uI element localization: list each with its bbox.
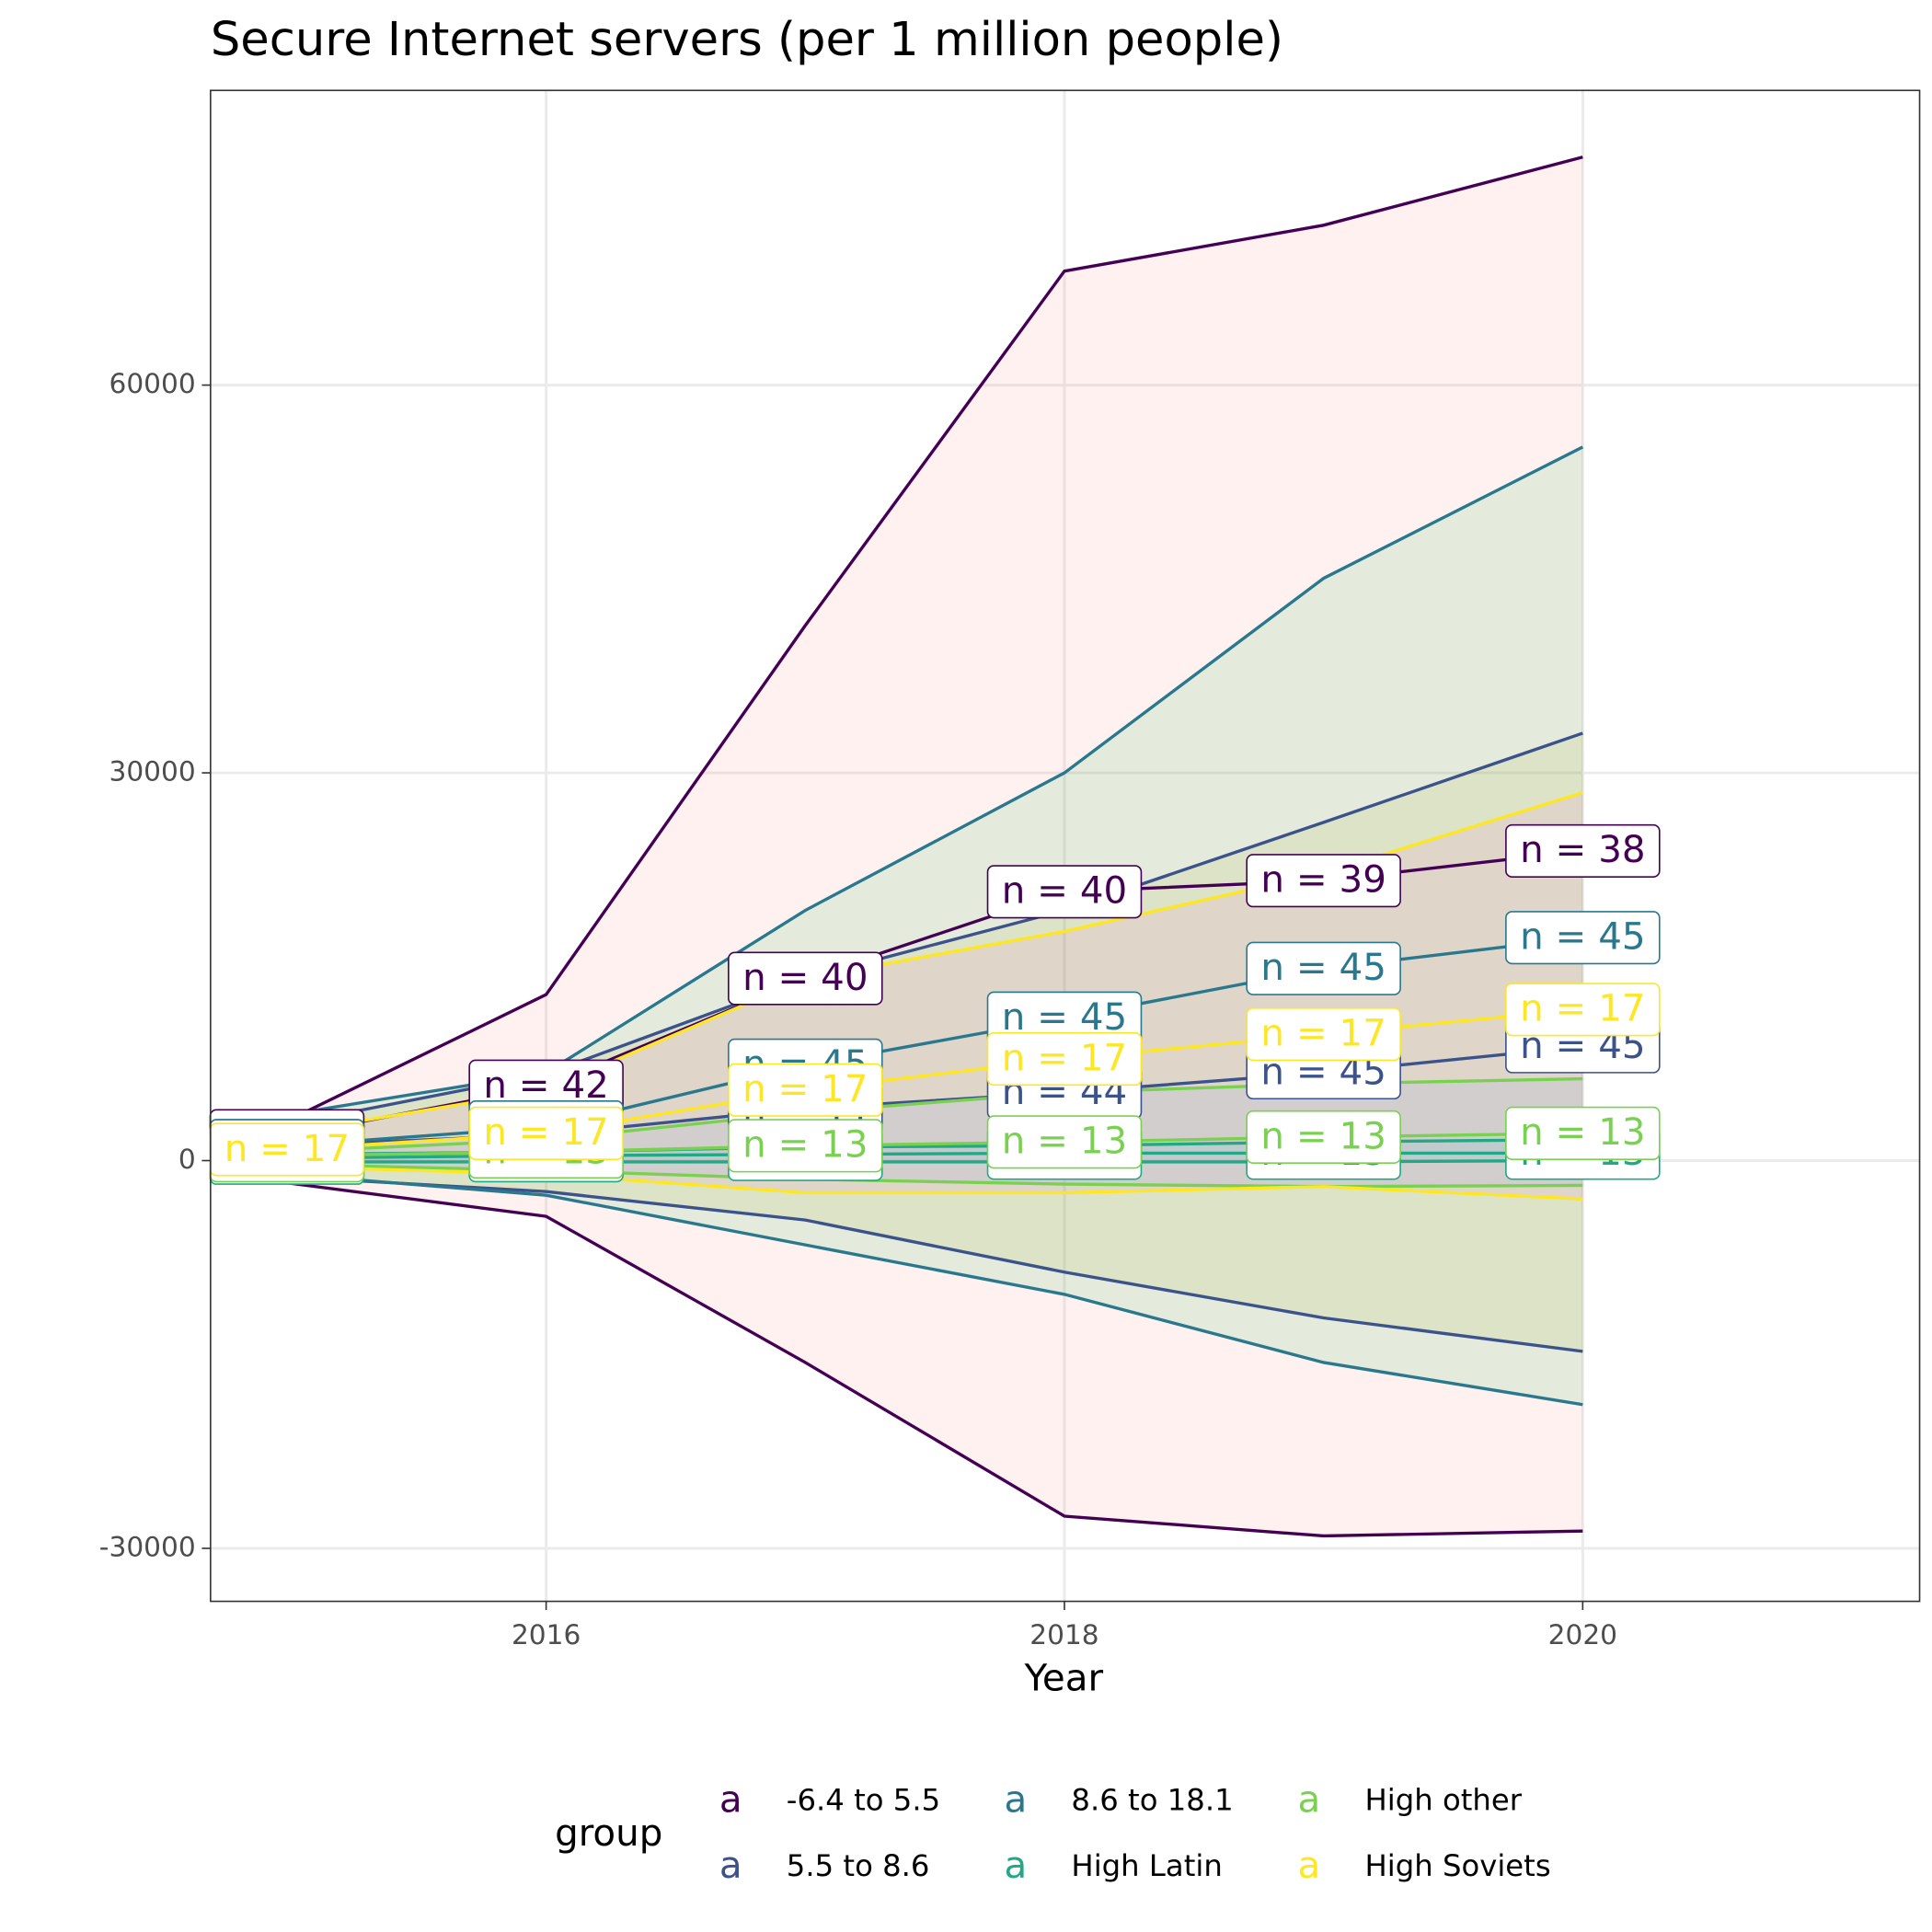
band: [286, 156, 1583, 1536]
point-label: n = 17: [224, 1127, 350, 1170]
lower-line: [286, 1181, 1583, 1538]
y-tick-label: 0: [178, 1144, 196, 1175]
legend-title: group: [555, 1811, 662, 1855]
point-label: n = 13: [1260, 1114, 1386, 1157]
label-box: [1246, 854, 1401, 908]
point-label: n = 42: [483, 1064, 608, 1107]
legend-label: High Soviets: [1364, 1848, 1550, 1883]
label-box: [1505, 911, 1661, 965]
point-label: n = 45: [1520, 915, 1645, 959]
label-box: [728, 1119, 883, 1173]
y-tick-label: -30000: [99, 1531, 196, 1562]
label-box: [1246, 1110, 1401, 1165]
legend-key: a: [1298, 1778, 1321, 1822]
x-axis-title: Year: [1024, 1657, 1104, 1700]
label-box: [1505, 1106, 1661, 1160]
point-label: n = 45: [1002, 995, 1127, 1039]
label-box: [986, 1115, 1143, 1169]
legend-label: 8.6 to 18.1: [1071, 1783, 1233, 1818]
x-tick-label: 2016: [512, 1619, 581, 1650]
point-label: n = 17: [742, 1067, 868, 1110]
label-box: [1246, 941, 1401, 995]
axes: -30000 0 30000 60000 2016 2018 2020: [99, 368, 1617, 1650]
label-box: [986, 1032, 1143, 1087]
point-label: n = 17: [1260, 1011, 1386, 1054]
legend-label: High other: [1364, 1783, 1522, 1818]
point-label: n = 39: [1260, 858, 1386, 902]
label-box: [1246, 1007, 1401, 1062]
legend-label: -6.4 to 5.5: [787, 1783, 940, 1818]
point-label: n = 13: [1520, 1110, 1645, 1154]
point-label: n = 17: [1520, 987, 1645, 1030]
x-tick-label: 2018: [1029, 1619, 1098, 1650]
legend-label: High Latin: [1071, 1848, 1222, 1883]
point-label: n = 13: [1002, 1120, 1127, 1163]
label-box: [986, 865, 1143, 919]
point-label: n = 17: [1002, 1036, 1127, 1079]
upper-line: [286, 155, 1583, 1122]
point-label: n = 17: [483, 1110, 608, 1154]
legend-key: a: [719, 1844, 742, 1887]
chart-title: Secure Internet servers (per 1 million p…: [211, 13, 1283, 67]
legend-key: a: [719, 1778, 742, 1822]
legend: a -6.4 to 5.5 a 5.5 to 8.6 a 8.6 to 18.1 a High…: [719, 1778, 1551, 1887]
label-box: [728, 951, 883, 1006]
y-tick-label: 60000: [109, 368, 195, 399]
point-label: n = 13: [742, 1123, 868, 1167]
label-box: [728, 1063, 883, 1117]
y-tick-label: 30000: [109, 756, 195, 788]
label-box: [468, 1106, 624, 1160]
point-label: n = 45: [1260, 946, 1386, 989]
point-label: n = 38: [1520, 828, 1645, 871]
label-box: [1505, 983, 1661, 1037]
legend-key: a: [1004, 1844, 1027, 1887]
legend-key: a: [1004, 1778, 1027, 1822]
lower-line: [286, 1172, 1583, 1407]
point-labels: n = 42n = 42n = 40n = 40n = 39n = 38n = …: [209, 823, 1661, 1185]
legend-key: a: [1298, 1844, 1321, 1887]
legend-label: 5.5 to 8.6: [787, 1848, 930, 1883]
label-box: [1505, 823, 1661, 878]
lower-line: [286, 1175, 1583, 1353]
point-label: n = 40: [1002, 869, 1127, 913]
x-tick-label: 2020: [1548, 1619, 1617, 1650]
point-label: n = 40: [742, 956, 868, 999]
